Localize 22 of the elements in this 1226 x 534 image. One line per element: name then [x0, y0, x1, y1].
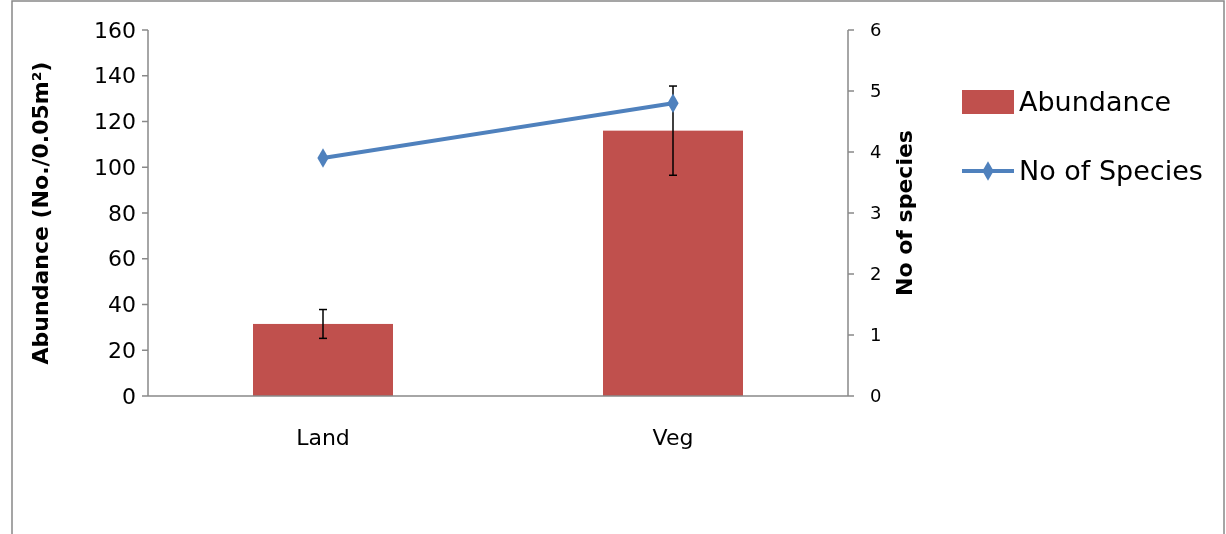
y-tick-label: 140 [94, 63, 136, 89]
y-tick-label: 20 [108, 337, 136, 363]
y-tick-label: 120 [94, 109, 136, 135]
legend-label: No of Species [1019, 155, 1203, 187]
y2-tick-label: 0 [870, 385, 882, 407]
y-tick-label: 60 [108, 246, 136, 272]
x-tick-label: Veg [652, 425, 694, 450]
y-tick-label: 80 [108, 200, 136, 226]
y2-tick-label: 5 [870, 80, 882, 102]
y-axis-title: Abundance (No./0.05m²) [28, 61, 53, 365]
y2-tick-label: 1 [870, 324, 882, 346]
y2-tick-label: 4 [870, 141, 882, 163]
y-tick-label: 0 [122, 383, 136, 409]
y2-tick-label: 6 [870, 19, 882, 41]
y-tick-label: 40 [108, 292, 136, 318]
x-tick-label: Land [296, 425, 350, 450]
y-tick-label: 100 [94, 154, 136, 180]
y-tick-label: 160 [94, 17, 136, 43]
legend-label: Abundance [1019, 86, 1172, 118]
y2-axis-title: No of species [892, 130, 917, 296]
y2-tick-label: 2 [870, 263, 882, 285]
y2-tick-label: 3 [870, 202, 882, 224]
